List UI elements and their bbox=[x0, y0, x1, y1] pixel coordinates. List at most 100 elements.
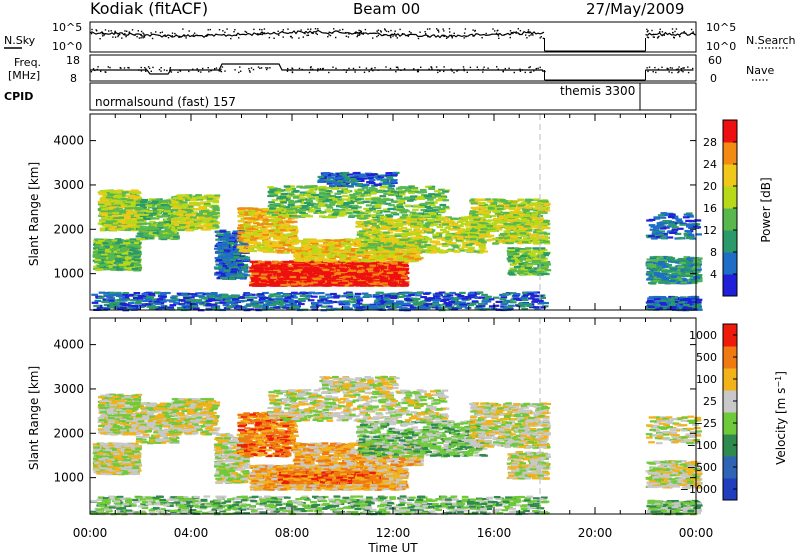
freq-traces bbox=[90, 63, 694, 81]
echo-cell bbox=[98, 246, 106, 250]
echo-cell bbox=[380, 266, 387, 269]
echo-cell bbox=[118, 256, 126, 259]
echo-cell bbox=[227, 241, 235, 245]
echo-cell bbox=[290, 237, 298, 240]
echo-cell bbox=[251, 213, 259, 216]
nave-dot bbox=[192, 68, 194, 70]
echo-cell bbox=[195, 194, 202, 197]
echo-cell bbox=[197, 221, 204, 224]
echo-cell bbox=[171, 202, 178, 205]
echo-cell bbox=[268, 229, 276, 232]
echo-cell bbox=[286, 280, 294, 283]
echo-cell bbox=[193, 220, 200, 223]
echo-cell bbox=[108, 257, 115, 260]
echo-cell bbox=[284, 272, 292, 275]
echo-cell bbox=[276, 243, 284, 246]
noise-dot bbox=[390, 29, 392, 32]
echo-cell bbox=[194, 215, 202, 218]
noise-dot bbox=[527, 29, 530, 31]
echo-cell bbox=[391, 282, 398, 285]
echo-cell bbox=[176, 222, 183, 225]
echo-cell bbox=[109, 265, 116, 268]
echo-cell bbox=[400, 276, 408, 279]
echo-cell bbox=[145, 226, 153, 229]
echo-cell bbox=[289, 229, 296, 232]
echo-cell bbox=[233, 276, 241, 279]
echo-cell bbox=[302, 263, 310, 267]
noise-dot bbox=[646, 28, 648, 31]
noise-dot bbox=[358, 34, 360, 36]
echo-cell bbox=[229, 275, 237, 278]
cpid-mode-normalsound: normalsound (fast) 157 bbox=[95, 95, 236, 109]
noise-dot bbox=[683, 31, 685, 33]
nave-dot bbox=[343, 69, 345, 71]
echo-cell bbox=[112, 211, 120, 214]
nave-dot bbox=[669, 67, 672, 69]
echo-cell bbox=[112, 246, 119, 249]
echo-cell bbox=[396, 269, 403, 272]
echo-cell bbox=[128, 258, 136, 261]
nave-dot bbox=[450, 68, 452, 70]
noise-dot bbox=[337, 30, 339, 32]
nave-dot bbox=[428, 68, 430, 70]
noise-dot bbox=[526, 37, 528, 39]
echo-cell bbox=[140, 201, 147, 204]
noise-dot bbox=[282, 29, 284, 31]
echo-cell bbox=[223, 269, 231, 272]
echo-cell bbox=[192, 222, 199, 225]
echo-cell bbox=[135, 267, 142, 270]
echo-cell bbox=[268, 265, 275, 268]
noise-dot bbox=[656, 37, 659, 39]
echo-cell bbox=[119, 194, 127, 198]
echo-cell bbox=[258, 237, 266, 240]
echo-cell bbox=[273, 230, 281, 233]
nave-dot bbox=[298, 67, 301, 70]
echo-cell bbox=[165, 224, 172, 227]
nave-dot bbox=[675, 68, 678, 71]
noise-dot bbox=[317, 28, 319, 30]
echo-cell bbox=[381, 282, 388, 285]
noise-dot bbox=[258, 33, 260, 36]
echo-cell bbox=[333, 268, 341, 271]
nave-dot bbox=[322, 67, 324, 70]
nave-dot bbox=[210, 70, 212, 72]
echo-cell bbox=[210, 220, 218, 223]
noise-dot bbox=[451, 37, 453, 39]
echo-cell bbox=[217, 234, 224, 237]
echo-cell bbox=[126, 219, 134, 222]
echo-cell bbox=[113, 227, 121, 230]
nave-dot bbox=[196, 68, 198, 70]
echo-cell bbox=[135, 253, 142, 256]
echo-cell bbox=[249, 238, 257, 241]
nave-dot bbox=[169, 69, 171, 72]
echo-cell bbox=[250, 231, 258, 234]
noise-dot bbox=[356, 32, 359, 34]
echo-cell bbox=[388, 264, 396, 267]
echo-cell bbox=[269, 284, 277, 287]
echo-cell bbox=[113, 197, 121, 200]
echo-cell bbox=[253, 275, 261, 278]
echo-cell bbox=[124, 207, 132, 210]
echo-cell bbox=[281, 272, 288, 275]
nave-dot bbox=[257, 66, 260, 68]
echo-cell bbox=[215, 263, 223, 266]
echo-cell bbox=[204, 202, 211, 206]
echo-cell bbox=[164, 228, 171, 231]
echo-cell bbox=[357, 279, 365, 282]
echo-cell bbox=[158, 210, 165, 213]
echo-cell bbox=[206, 199, 214, 203]
echo-cell bbox=[215, 243, 223, 246]
echo-cell bbox=[131, 189, 138, 192]
noise-dot bbox=[253, 28, 255, 31]
echo-cell bbox=[249, 281, 256, 284]
nave-dot bbox=[179, 69, 181, 71]
echo-cell bbox=[240, 228, 248, 231]
noise-dot bbox=[287, 28, 289, 30]
echo-cell bbox=[350, 263, 358, 266]
echo-cell bbox=[164, 220, 171, 224]
noise-dot bbox=[124, 30, 126, 32]
noise-dot bbox=[692, 31, 694, 33]
echo-cell bbox=[254, 246, 261, 249]
echo-cell bbox=[247, 247, 255, 250]
